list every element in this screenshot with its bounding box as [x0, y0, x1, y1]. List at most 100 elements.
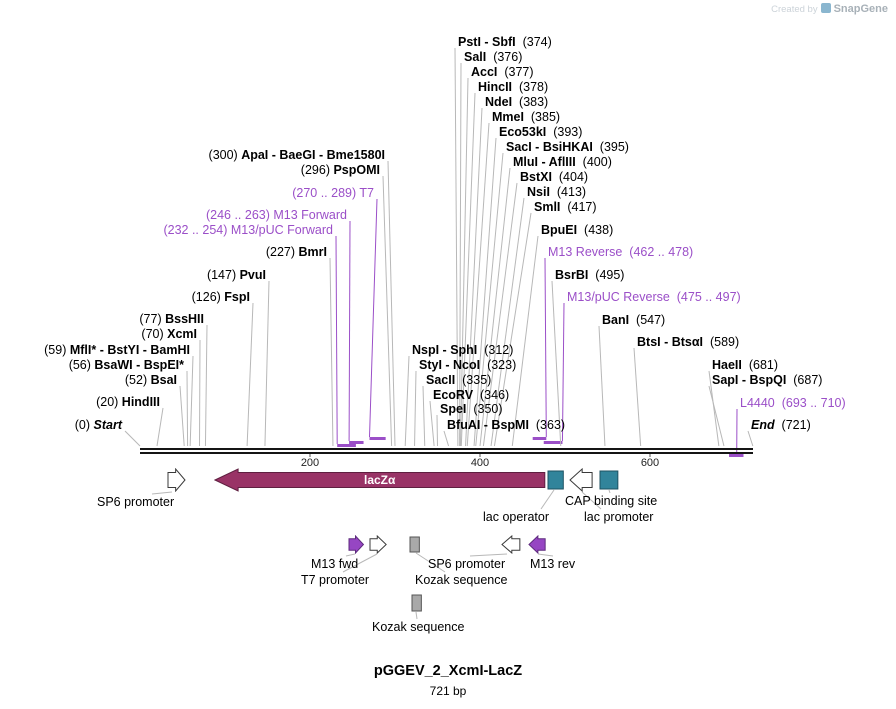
connector-line	[335, 235, 338, 445]
connector-line	[204, 324, 208, 447]
sequence-line	[140, 452, 753, 454]
feature-shape	[569, 468, 593, 492]
site-label-sali: SalI (376)	[464, 50, 523, 64]
feature-label-cap-binding-site: CAP binding site	[565, 494, 658, 508]
site-label-m13-reverse: M13 Reverse (462 .. 478)	[548, 245, 694, 259]
site-label-bpuei: BpuEI (438)	[541, 223, 614, 237]
feature-lac-promoter	[569, 468, 593, 492]
ruler-tick-label: 600	[640, 457, 660, 469]
site-label-pspomi: (296) PspOMI	[300, 163, 380, 177]
feature-label-sp6-promoter: SP6 promoter	[97, 495, 175, 509]
connector-line	[633, 347, 642, 447]
site-label-m13-puc-forward: (232 .. 254) M13/pUC Forward	[163, 223, 333, 237]
site-label-saci-bsihkai: SacI - BsiHKAI (395)	[506, 140, 629, 154]
site-label-acci: AccI (377)	[471, 65, 534, 79]
feature-m13-fwd-primer	[348, 535, 365, 554]
connector-line	[369, 198, 378, 438]
site-label-bsrbi: BsrBI (495)	[555, 268, 625, 282]
site-label-bsai: (52) BsaI	[124, 373, 177, 387]
feature-label-m13-fwd: M13 fwd	[311, 557, 359, 571]
site-label-nsii: NsiI (413)	[527, 185, 587, 199]
feature-lacZ-alpha	[213, 468, 546, 492]
site-label-mfli-bstyi-bamhi: (59) MflI* - BstYI - BamHI	[44, 343, 190, 357]
site-label-apai-baegi-bme1580i: (300) ApaI - BaeGI - Bme1580I	[208, 148, 385, 162]
plasmid-title: pGGEV_2_XcmI-LacZ	[373, 663, 523, 679]
site-label-spei: SpeI (350)	[440, 402, 503, 416]
connector-line	[246, 302, 254, 447]
feature-shape	[369, 535, 387, 554]
site-label-hincii: HincII (378)	[478, 80, 549, 94]
connector-line	[264, 280, 270, 447]
connector-line	[511, 235, 539, 447]
connector-line	[422, 385, 426, 447]
site-label-smli: SmlI (417)	[534, 200, 597, 214]
site-label-t7: (270 .. 289) T7	[292, 186, 374, 200]
feature-sp6-promoter-forward	[167, 468, 186, 492]
feature-shape	[411, 594, 422, 612]
site-label-bmri: (227) BmrI	[265, 245, 327, 259]
site-label-psti-sbfi: PstI - SbfI (374)	[458, 35, 552, 49]
site-label-bsawi-bspei: (56) BsaWI - BspEI*	[68, 358, 184, 372]
feature-label-t7-promoter: T7 promoter	[301, 573, 370, 587]
feature-label-sp6-promoter: SP6 promoter	[428, 557, 506, 571]
connector-line	[469, 553, 508, 557]
feature-label-kozak-sequence: Kozak sequence	[415, 573, 508, 587]
site-label-m13-forward: (246 .. 263) M13 Forward	[205, 208, 347, 222]
connector-line	[189, 355, 194, 447]
connector-line	[747, 430, 754, 447]
feature-label-kozak-sequence: Kozak sequence	[372, 620, 465, 634]
feature-shape	[547, 470, 564, 490]
site-label-mmei: MmeI (385)	[492, 110, 561, 124]
feature-shape	[528, 535, 546, 554]
site-label-pvui: (147) PvuI	[206, 268, 266, 282]
primer-extent-bar	[369, 437, 386, 440]
feature-label-lac-promoter: lac promoter	[584, 510, 654, 524]
feature-sp6-promoter-reverse	[501, 535, 521, 554]
site-label-styi-ncoi: StyI - NcoI (323)	[419, 358, 517, 372]
ruler-tick-label: 200	[300, 457, 320, 469]
connector-line	[404, 355, 410, 447]
connector-line	[124, 430, 141, 447]
site-label-haeii: HaeII (681)	[712, 358, 779, 372]
site-label-end: End (721)	[751, 418, 811, 432]
site-label-mlui-afliii: MluI - AflIII (400)	[513, 155, 612, 169]
site-label-bstxi: BstXI (404)	[520, 170, 589, 184]
site-label-btsi-bts-i: BtsI - BtsαI (589)	[637, 335, 740, 349]
connector-line	[179, 385, 185, 447]
site-label-ecorv: EcoRV (346)	[433, 388, 510, 402]
feature-lac-operator	[547, 470, 564, 490]
connector-line	[598, 325, 606, 447]
connector-line	[429, 400, 435, 447]
site-label-xcmi: (70) XcmI	[141, 327, 197, 341]
feature-m13-rev-primer	[528, 535, 546, 554]
connector-line	[382, 175, 393, 447]
feature-shape	[501, 535, 521, 554]
feature-shape	[167, 468, 186, 492]
connector-line	[436, 414, 438, 447]
connector-line	[608, 489, 611, 494]
connector-line	[544, 257, 547, 438]
primer-extent-bar	[349, 441, 364, 444]
sequence-line	[140, 448, 753, 450]
primer-extent-bar	[543, 441, 563, 444]
watermark-brand: SnapGene	[833, 3, 888, 15]
connector-line	[387, 160, 396, 447]
feature-inner-label-lacz: lacZα	[363, 473, 396, 487]
site-label-hindiii: (20) HindIII	[96, 395, 160, 409]
site-label-bfuai-bspmi: BfuAI - BspMI (363)	[447, 418, 566, 432]
connector-line	[414, 370, 417, 447]
feature-kozak-sequence-1	[409, 536, 421, 553]
watermark-created-by: Created by	[771, 4, 818, 15]
feature-label-m13-rev: M13 rev	[530, 557, 576, 571]
connector-line	[537, 553, 554, 557]
connector-line	[443, 430, 450, 447]
site-label-bani: BanI (547)	[602, 313, 666, 327]
site-label-sacii: SacII (335)	[426, 373, 492, 387]
site-label-ndei: NdeI (383)	[485, 95, 549, 109]
feature-kozak-sequence-2	[411, 594, 422, 612]
site-label-eco53ki: Eco53kI (393)	[499, 125, 583, 139]
plasmid-length: 721 bp	[429, 684, 467, 698]
connector-line	[540, 489, 555, 510]
connector-line	[348, 220, 351, 442]
